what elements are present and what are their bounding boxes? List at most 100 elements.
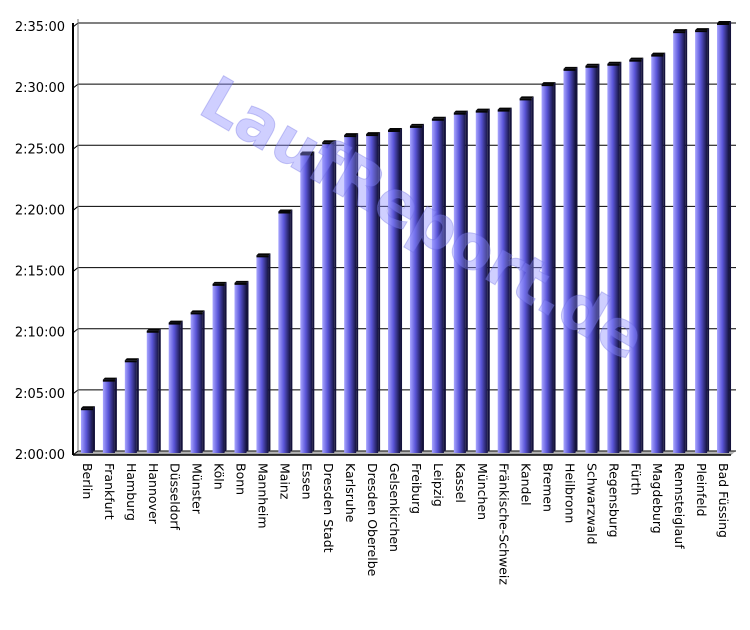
label-layer: 2:00:00 2:05:00 2:10:00 2:15:00 2:20:00 2:25:… bbox=[15, 20, 731, 585]
bar bbox=[80, 406, 95, 453]
bar-front bbox=[453, 112, 466, 453]
x-tick-label: Bremen bbox=[541, 463, 556, 512]
y-tick-label: 2:25:00 bbox=[15, 142, 65, 157]
bar-top bbox=[146, 328, 161, 331]
y-tick-label: 2:00:00 bbox=[15, 448, 65, 463]
x-tick-label: Magdeburg bbox=[650, 463, 665, 534]
bar-side bbox=[597, 63, 600, 453]
bar bbox=[212, 281, 227, 453]
y-tick-label: 2:10:00 bbox=[15, 326, 65, 341]
bar-side bbox=[202, 310, 205, 452]
x-tick-label: Düsseldorf bbox=[168, 463, 183, 530]
bar-side bbox=[92, 406, 95, 452]
bar-cap bbox=[146, 330, 159, 333]
bar bbox=[431, 116, 446, 454]
x-tick-label: Gelsenkirchen bbox=[387, 463, 402, 552]
bar bbox=[541, 82, 556, 454]
bar bbox=[190, 310, 205, 453]
bar-side bbox=[421, 123, 424, 452]
x-tick-label: Hannover bbox=[146, 463, 161, 525]
bar bbox=[322, 140, 337, 453]
bar-cap bbox=[102, 379, 115, 382]
bar-cap bbox=[717, 23, 730, 25]
bar-cap bbox=[673, 31, 686, 34]
bar-front bbox=[475, 110, 488, 453]
y-tick-label: 2:15:00 bbox=[15, 265, 65, 280]
bar-cap bbox=[695, 30, 708, 33]
bar-side bbox=[356, 133, 359, 452]
bar-cap bbox=[388, 130, 401, 132]
bar-front bbox=[256, 255, 269, 453]
bar-side bbox=[443, 116, 446, 453]
bar bbox=[124, 358, 139, 453]
x-tick-label: Heilbronn bbox=[563, 463, 578, 523]
bar-cap bbox=[168, 322, 181, 325]
bar bbox=[453, 110, 468, 453]
bar-side bbox=[729, 21, 732, 452]
bar-side bbox=[619, 61, 622, 453]
x-tick-label: Mainz bbox=[277, 463, 292, 500]
x-tick-label: Köln bbox=[212, 463, 227, 490]
bar bbox=[102, 377, 117, 453]
bar-top bbox=[168, 320, 183, 323]
x-tick-label: München bbox=[475, 463, 490, 520]
bar-front bbox=[409, 125, 422, 453]
bar-front bbox=[344, 135, 357, 453]
bar bbox=[651, 52, 666, 453]
x-tick-label: Kassel bbox=[453, 463, 468, 503]
bar-front bbox=[695, 30, 708, 454]
bar-top bbox=[102, 377, 117, 380]
x-tick-label: Bad Füssing bbox=[716, 463, 731, 538]
bar bbox=[344, 133, 359, 453]
bar bbox=[409, 123, 424, 453]
bar bbox=[475, 108, 490, 453]
bar-cap bbox=[629, 59, 642, 62]
bar-cap bbox=[409, 125, 422, 128]
grid-layer bbox=[72, 22, 736, 456]
bar-top bbox=[212, 281, 227, 284]
bar-top bbox=[234, 280, 249, 283]
bar-top bbox=[607, 61, 622, 64]
x-tick-label: Rennsteiglauf bbox=[672, 463, 687, 549]
bar-front bbox=[300, 153, 313, 453]
bar-side bbox=[509, 107, 512, 452]
y-tick-label: 2:30:00 bbox=[15, 81, 65, 96]
bar-side bbox=[224, 281, 227, 452]
bar-cap bbox=[124, 360, 137, 363]
y-tick-label: 2:20:00 bbox=[15, 203, 65, 218]
bar-side bbox=[465, 110, 468, 452]
bar-cap bbox=[322, 142, 335, 145]
bar bbox=[563, 66, 578, 453]
x-tick-label: Leipzig bbox=[431, 463, 446, 507]
bar-top bbox=[695, 28, 710, 31]
bar-front bbox=[124, 360, 137, 453]
bar bbox=[278, 209, 293, 453]
bar-top bbox=[497, 107, 512, 110]
bar-front bbox=[190, 312, 203, 453]
bar bbox=[388, 128, 403, 453]
bar-side bbox=[707, 28, 710, 453]
bar bbox=[234, 280, 249, 453]
bar-side bbox=[114, 377, 117, 452]
x-tick-label: Fränkische-Schweiz bbox=[497, 463, 512, 585]
x-tick-label: Münster bbox=[190, 463, 205, 515]
bar-top bbox=[673, 29, 688, 32]
bar bbox=[717, 21, 732, 453]
bar bbox=[673, 29, 688, 454]
bar-side bbox=[531, 96, 534, 453]
bar-top bbox=[431, 116, 446, 119]
bar-front bbox=[212, 283, 225, 453]
bar-front bbox=[388, 130, 401, 453]
bar-front bbox=[563, 68, 576, 453]
bar bbox=[497, 107, 512, 453]
bar-top bbox=[475, 108, 490, 111]
x-tick-label: Schwarzwald bbox=[584, 463, 599, 545]
bar-front bbox=[607, 63, 620, 454]
bar-top bbox=[519, 96, 534, 99]
bar-top bbox=[278, 209, 293, 212]
bar-top bbox=[190, 310, 205, 313]
bar-front bbox=[234, 282, 247, 453]
bar-front bbox=[102, 379, 115, 453]
bar-side bbox=[487, 108, 490, 452]
bar bbox=[585, 63, 600, 454]
